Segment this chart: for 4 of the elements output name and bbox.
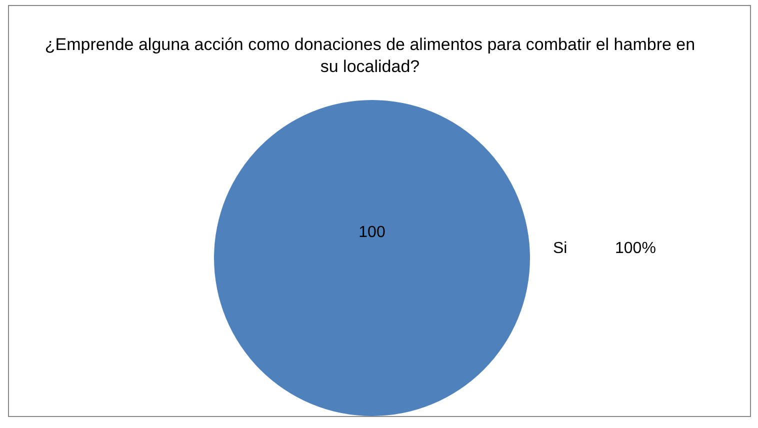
text: 100% <box>615 240 656 258</box>
chart-title: ¿Emprende alguna acción como donaciones de alimentos para combatir el hambre en su localidad? <box>44 34 696 78</box>
data-label: 100 <box>358 224 386 242</box>
slice-label: Si <box>553 240 568 258</box>
